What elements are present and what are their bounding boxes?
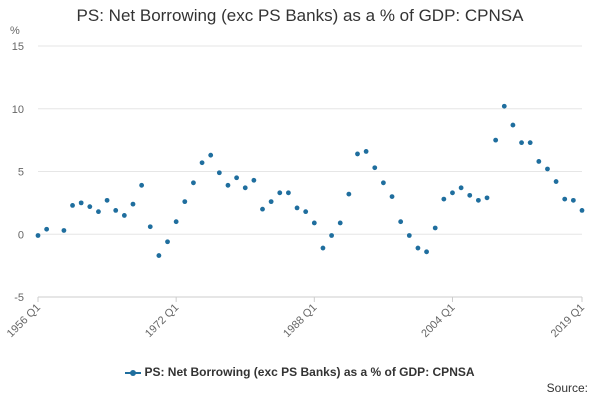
data-point	[96, 209, 101, 215]
data-point	[199, 160, 205, 166]
data-point	[35, 233, 41, 238]
data-point	[87, 204, 93, 210]
data-point	[579, 208, 585, 213]
data-point	[553, 179, 559, 184]
data-point	[320, 245, 326, 251]
data-point	[570, 197, 576, 203]
data-point	[467, 192, 473, 198]
data-point	[536, 159, 542, 164]
x-tick-label: 2004 Q1	[419, 302, 457, 340]
y-axis-unit-label: %	[10, 25, 20, 37]
x-tick-label: 1956 Q1	[5, 302, 43, 340]
data-point	[165, 239, 170, 245]
data-point	[355, 151, 360, 157]
x-tick-label: 1988 Q1	[281, 302, 319, 340]
data-point	[519, 140, 524, 146]
data-point	[493, 137, 499, 143]
data-point	[346, 191, 352, 197]
data-point	[398, 219, 404, 225]
data-point	[562, 196, 568, 202]
data-point	[113, 208, 119, 213]
data-point	[242, 185, 248, 191]
y-tick-label: -5	[14, 292, 24, 304]
y-tick-label: 0	[18, 229, 24, 241]
data-point	[450, 190, 455, 196]
data-point	[277, 190, 283, 196]
data-point	[311, 220, 317, 226]
x-tick-label: 1972 Q1	[143, 302, 181, 340]
legend-marker-icon	[125, 368, 142, 378]
data-point	[147, 224, 153, 230]
data-point	[380, 180, 386, 186]
data-point	[268, 199, 274, 205]
data-point	[545, 166, 550, 172]
data-point	[70, 202, 75, 208]
data-point	[191, 180, 196, 186]
y-tick-label: 5	[18, 167, 24, 179]
data-point	[156, 253, 162, 258]
data-point	[44, 226, 50, 232]
data-point	[484, 195, 490, 201]
data-point	[475, 197, 481, 203]
x-tick-label: 2019 Q1	[549, 302, 587, 340]
data-point	[441, 196, 447, 202]
data-point	[182, 199, 188, 205]
points-layer	[35, 103, 585, 258]
data-point	[173, 219, 179, 225]
data-point	[415, 245, 421, 251]
data-point	[458, 185, 464, 191]
data-point	[424, 249, 429, 255]
data-point	[251, 177, 257, 183]
data-point	[501, 103, 507, 109]
data-point	[208, 152, 214, 158]
data-point	[61, 228, 67, 233]
y-tick-label: 10	[12, 104, 24, 116]
axis-layer: % -5 0 5 10 15 1956 Q1 1972 Q1 1988 Q1 2004 Q1 201…	[5, 25, 587, 340]
data-point	[286, 190, 291, 196]
data-point	[406, 233, 412, 238]
data-point	[389, 194, 395, 200]
data-point	[432, 225, 438, 231]
data-point	[510, 122, 516, 128]
data-point	[104, 197, 110, 203]
legend-label: PS: Net Borrowing (exc PS Banks) as a % …	[144, 365, 475, 379]
data-point	[121, 213, 127, 218]
data-point	[234, 175, 240, 181]
chart-title: PS: Net Borrowing (exc PS Banks) as a % …	[76, 6, 524, 25]
y-tick-label: 15	[12, 41, 24, 53]
data-point	[329, 233, 334, 238]
data-point	[527, 140, 533, 146]
data-point	[294, 205, 300, 211]
data-point	[78, 200, 84, 206]
grid-layer	[38, 45, 582, 298]
data-point	[260, 206, 265, 212]
data-point	[139, 182, 145, 188]
data-point	[363, 149, 369, 154]
data-point	[130, 201, 136, 207]
legend: PS: Net Borrowing (exc PS Banks) as a % …	[0, 365, 600, 379]
data-point	[216, 170, 222, 176]
data-point	[225, 182, 231, 188]
data-point	[303, 209, 309, 215]
data-point	[372, 165, 378, 171]
data-point	[337, 220, 343, 226]
source-label: Source:	[546, 381, 588, 395]
